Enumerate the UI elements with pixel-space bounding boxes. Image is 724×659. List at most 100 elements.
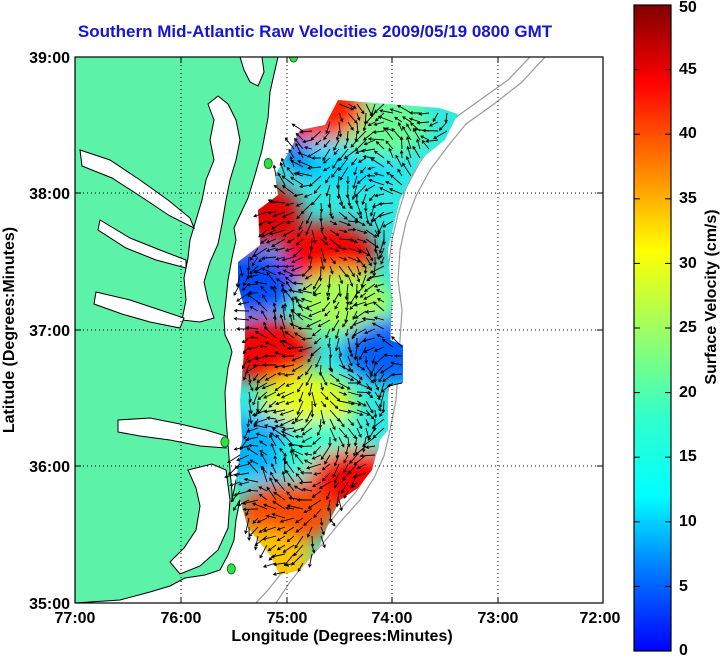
velocity-arrow — [261, 229, 277, 238]
velocity-arrow — [321, 301, 331, 312]
velocity-arrow — [288, 273, 304, 278]
velocity-arrow — [368, 178, 385, 186]
velocity-arrow — [374, 193, 385, 198]
velocity-arrow — [345, 301, 349, 312]
velocity-arrow — [253, 418, 268, 425]
velocity-arrow — [301, 487, 313, 492]
velocity-arrow — [324, 454, 331, 465]
velocity-arrow — [377, 211, 394, 218]
velocity-arrow — [365, 445, 376, 449]
velocity-arrow — [370, 103, 376, 117]
velocity-arrow — [320, 526, 325, 536]
velocity-arrow — [397, 121, 403, 132]
velocity-arrow — [338, 391, 348, 396]
velocity-arrow — [353, 166, 358, 176]
velocity-arrow — [284, 137, 295, 150]
velocity-arrow — [334, 337, 340, 352]
velocity-arrow — [295, 202, 304, 207]
velocity-arrow — [324, 310, 331, 317]
velocity-arrow — [357, 157, 367, 163]
velocity-arrow — [321, 472, 331, 482]
velocity-arrow — [274, 382, 286, 392]
velocity-arrow — [283, 526, 295, 535]
velocity-arrow — [302, 139, 313, 144]
velocity-arrow — [249, 335, 259, 340]
velocity-arrow — [329, 517, 336, 527]
velocity-arrow — [328, 346, 333, 359]
velocity-arrow — [315, 355, 322, 368]
radar-station-marker — [220, 436, 230, 448]
velocity-arrow — [283, 373, 295, 377]
velocity-arrow — [380, 364, 394, 374]
velocity-arrow — [352, 319, 367, 326]
velocity-arrow — [366, 173, 376, 178]
velocity-arrow — [316, 427, 322, 437]
velocity-arrow — [248, 315, 259, 321]
velocity-arrow — [343, 463, 349, 474]
velocity-arrow — [306, 526, 313, 538]
velocity-arrow — [292, 281, 304, 286]
velocity-arrow — [284, 460, 295, 474]
velocity-arrow — [338, 427, 348, 439]
velocity-arrow — [297, 313, 313, 321]
velocity-arrow — [248, 526, 259, 537]
velocity-arrow — [273, 491, 286, 501]
velocity-arrow — [365, 256, 372, 267]
velocity-arrow — [262, 363, 277, 367]
velocity-arrow — [271, 512, 286, 519]
velocity-arrow — [399, 136, 404, 150]
velocity-arrow — [266, 220, 277, 225]
velocity-arrow — [262, 294, 268, 303]
velocity-arrow — [307, 499, 322, 509]
lon-tick-label: 74:00 — [372, 610, 413, 627]
velocity-arrow — [247, 443, 259, 448]
velocity-arrow — [272, 302, 277, 312]
velocity-arrow — [360, 148, 376, 153]
velocity-arrow — [281, 354, 295, 359]
velocity-arrow — [293, 296, 304, 303]
velocity-arrow — [279, 161, 286, 177]
velocity-arrow — [284, 331, 295, 339]
velocity-arrow — [373, 172, 385, 177]
velocity-arrow — [264, 341, 277, 348]
velocity-arrow — [362, 337, 376, 343]
velocity-arrow — [253, 423, 268, 429]
velocity-arrow — [305, 301, 322, 309]
velocity-arrow — [356, 418, 363, 430]
velocity-arrow — [356, 256, 366, 268]
velocity-arrow — [253, 247, 268, 258]
velocity-arrow — [251, 256, 259, 267]
velocity-arrow — [326, 283, 331, 297]
velocity-arrow — [262, 526, 277, 533]
velocity-arrow — [279, 418, 295, 427]
velocity-arrow — [299, 130, 313, 134]
velocity-arrow — [323, 166, 331, 172]
velocity-arrow — [364, 310, 376, 314]
velocity-arrow — [285, 506, 295, 510]
lat-tick-label: 39:00 — [29, 50, 70, 67]
velocity-arrow — [312, 445, 322, 455]
velocity-arrow — [347, 355, 353, 367]
velocity-arrow — [248, 274, 259, 279]
colorbar-label: Surface Velocity (cm/s) — [703, 209, 720, 384]
velocity-arrow — [361, 193, 367, 206]
x-axis-label: Longitude (Degrees:Minutes) — [231, 628, 452, 645]
velocity-arrow — [245, 364, 259, 374]
velocity-arrow — [295, 238, 304, 246]
velocity-arrow — [379, 109, 394, 114]
velocity-arrow — [416, 138, 421, 150]
velocity-arrow — [259, 450, 268, 456]
velocity-arrow — [343, 454, 349, 464]
velocity-arrow — [300, 418, 313, 432]
velocity-arrow — [329, 418, 336, 431]
velocity-arrow — [329, 364, 334, 373]
velocity-arrow — [335, 490, 340, 508]
velocity-arrow — [331, 319, 340, 332]
velocity-arrow — [329, 373, 340, 382]
lon-tick-label: 77:00 — [55, 610, 96, 627]
velocity-arrow — [242, 355, 250, 370]
velocity-arrow — [233, 308, 250, 313]
velocity-arrow — [311, 454, 322, 460]
velocity-arrow — [247, 355, 259, 363]
velocity-arrow — [352, 328, 367, 337]
